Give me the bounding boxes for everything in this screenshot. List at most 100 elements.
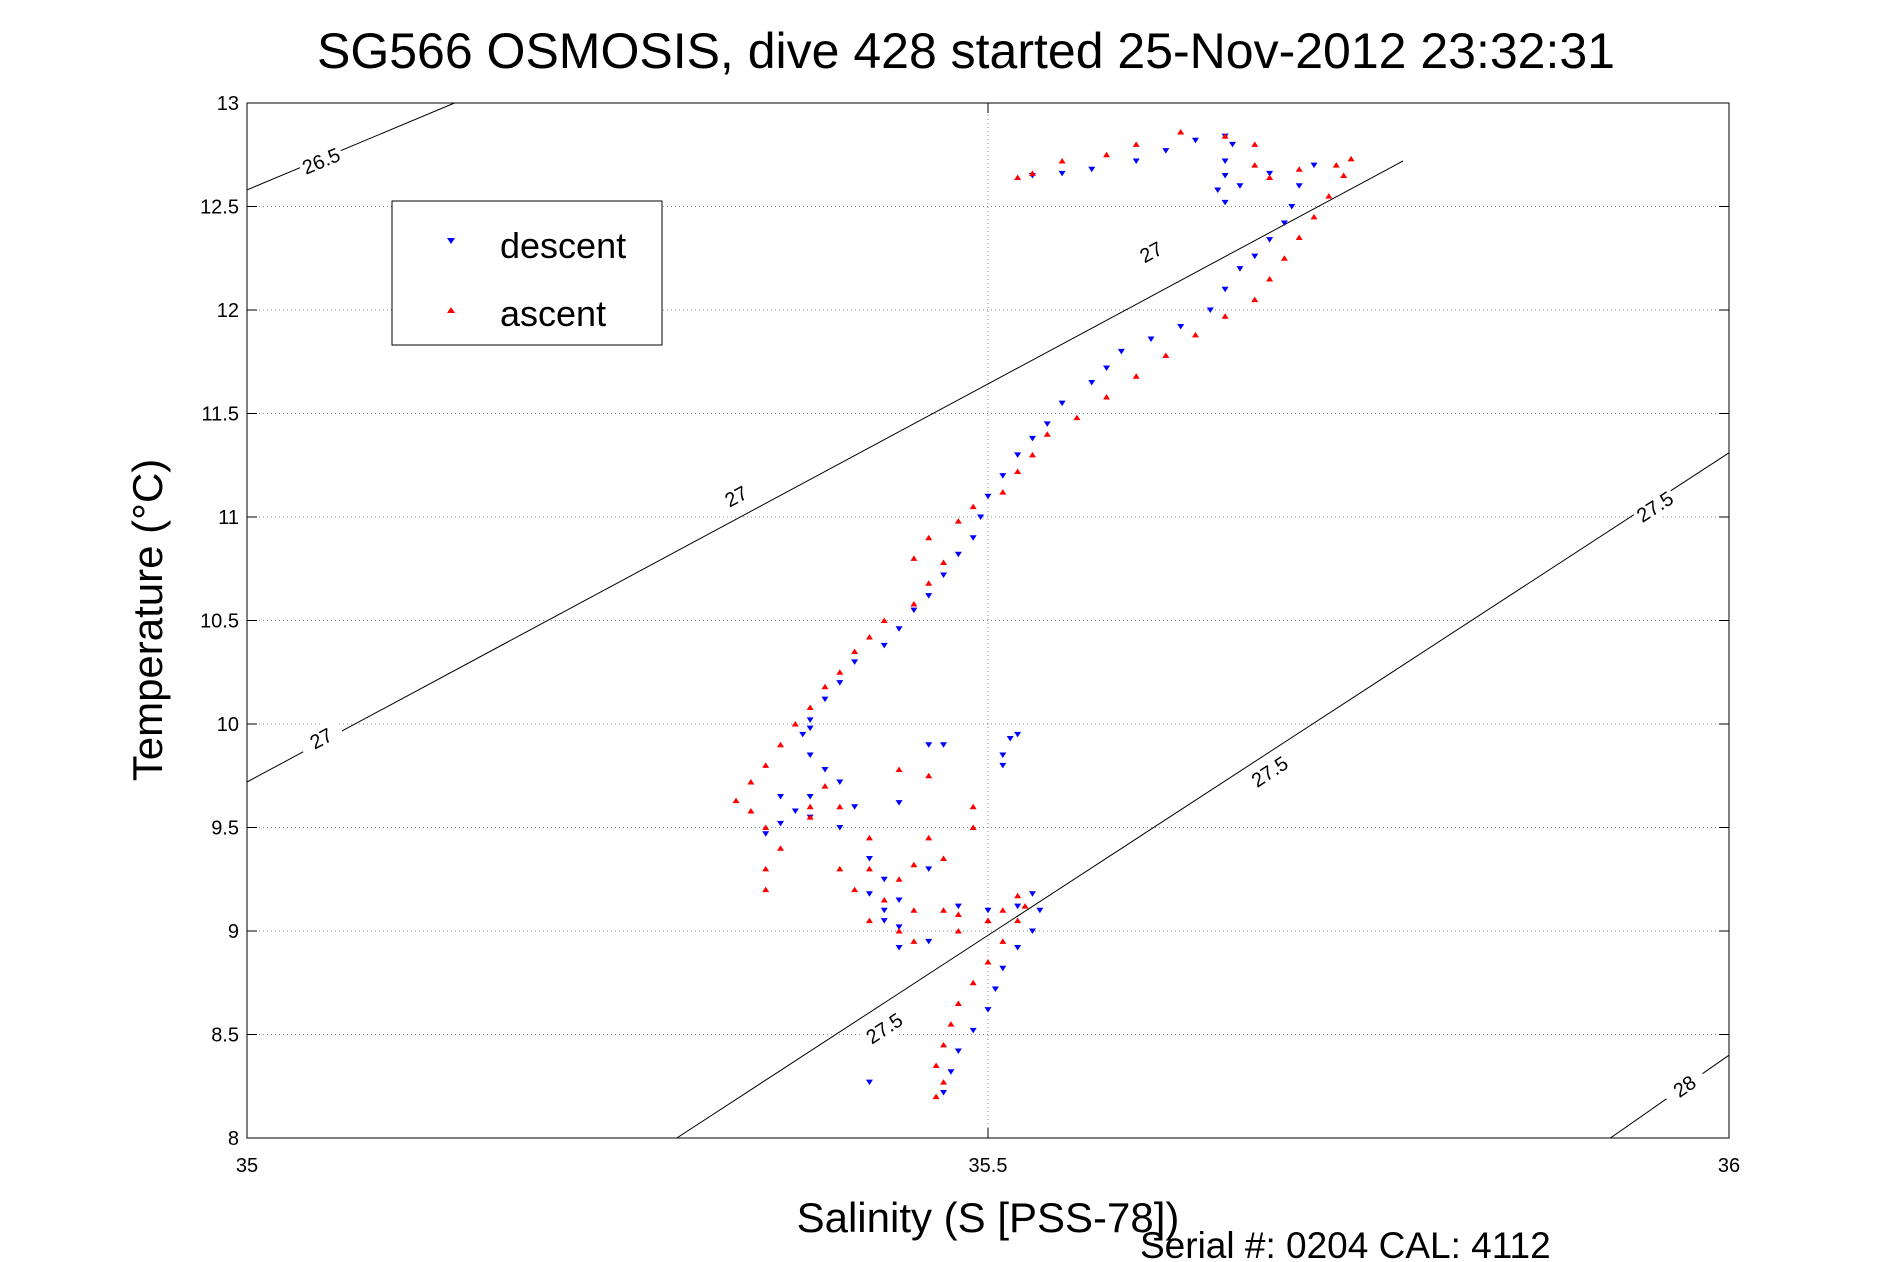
point-descent xyxy=(1266,170,1274,177)
point-descent xyxy=(1043,421,1051,427)
point-ascent xyxy=(940,907,948,913)
point-descent xyxy=(880,907,888,914)
point-ascent xyxy=(1340,172,1348,178)
point-descent xyxy=(880,918,888,924)
point-ascent xyxy=(1295,234,1303,241)
point-ascent xyxy=(954,928,962,934)
point-ascent xyxy=(836,865,844,872)
contour-label-bg xyxy=(859,1006,910,1051)
point-descent xyxy=(925,866,933,872)
point-descent xyxy=(806,717,814,723)
legend: descent ascent xyxy=(391,200,663,346)
point-descent xyxy=(762,831,770,837)
point-descent xyxy=(954,1048,962,1055)
point-descent xyxy=(925,593,933,599)
contour-label-bg xyxy=(296,717,347,760)
point-descent xyxy=(851,659,859,665)
point-ascent xyxy=(947,1021,955,1027)
point-descent xyxy=(1177,324,1185,330)
point-descent xyxy=(1006,735,1014,742)
point-descent xyxy=(895,924,903,930)
point-ascent xyxy=(895,876,903,882)
point-ascent xyxy=(910,907,918,913)
point-ascent xyxy=(1073,414,1081,421)
contour-label-bg xyxy=(1244,749,1295,794)
point-descent xyxy=(1221,172,1229,179)
point-ascent xyxy=(910,600,918,607)
point-descent xyxy=(925,742,933,748)
point-ascent xyxy=(1266,174,1274,181)
point-ascent xyxy=(880,896,888,903)
point-descent xyxy=(940,742,948,748)
point-descent xyxy=(1014,731,1022,738)
point-ascent xyxy=(1014,468,1022,474)
axis-ticks: 8 8.5 9 9.5 10 10.5 11 11.5 12 12.5 13 35 35.5 36 xyxy=(200,93,1740,1177)
point-ascent xyxy=(1266,275,1274,282)
point-descent xyxy=(984,1007,992,1013)
point-ascent xyxy=(762,865,770,872)
point-descent xyxy=(1058,170,1066,177)
point-descent xyxy=(1214,187,1222,193)
point-ascent xyxy=(984,959,992,965)
point-ascent xyxy=(940,855,948,862)
point-descent xyxy=(777,820,785,827)
point-ascent xyxy=(969,979,977,986)
point-descent xyxy=(1028,928,1036,934)
point-ascent xyxy=(1295,166,1303,172)
contour-label-bg xyxy=(1629,484,1680,529)
point-descent xyxy=(1058,400,1066,407)
y-tick-label: 12.5 xyxy=(200,197,239,219)
contour-label-bg xyxy=(1659,1063,1710,1109)
point-descent xyxy=(999,473,1007,479)
point-descent xyxy=(799,731,807,738)
point-descent xyxy=(1251,253,1259,260)
point-ascent xyxy=(1162,352,1170,359)
point-descent xyxy=(1206,307,1214,313)
point-descent xyxy=(925,938,933,945)
point-ascent xyxy=(806,704,814,710)
point-ascent xyxy=(1251,162,1259,168)
point-descent xyxy=(991,986,999,992)
point-descent xyxy=(1310,162,1318,169)
point-descent xyxy=(851,804,859,810)
point-ascent xyxy=(1021,903,1029,909)
point-ascent xyxy=(1028,170,1036,176)
point-ascent xyxy=(940,559,948,566)
point-ascent xyxy=(865,834,873,841)
point-ascent xyxy=(1251,296,1259,303)
point-ascent xyxy=(954,911,962,917)
point-descent xyxy=(940,1089,948,1096)
point-ascent xyxy=(940,1041,948,1048)
point-ascent xyxy=(762,824,770,830)
point-ascent xyxy=(895,766,903,773)
point-ascent xyxy=(932,1093,940,1100)
point-descent xyxy=(1088,166,1096,173)
y-tick-label: 10 xyxy=(217,714,239,736)
legend-descent-label: descent xyxy=(500,225,626,266)
legend-descent-marker xyxy=(447,238,455,244)
point-descent xyxy=(895,626,903,632)
point-ascent xyxy=(1014,917,1022,924)
y-tick-label: 11 xyxy=(218,507,239,529)
point-ascent xyxy=(932,1062,940,1069)
point-descent xyxy=(1236,183,1244,189)
x-tick-label: 35 xyxy=(236,1155,258,1177)
point-descent xyxy=(1280,220,1288,227)
point-descent xyxy=(1288,204,1296,210)
point-descent xyxy=(1028,435,1036,442)
point-descent xyxy=(1028,891,1036,897)
point-descent xyxy=(1229,141,1237,148)
point-ascent xyxy=(925,772,933,779)
point-ascent xyxy=(777,741,785,748)
point-descent xyxy=(1236,266,1244,272)
point-ascent xyxy=(762,762,770,768)
point-ascent xyxy=(1043,431,1051,437)
point-descent xyxy=(865,891,873,897)
point-descent xyxy=(1036,907,1044,914)
point-descent xyxy=(880,642,888,649)
contour-label-bg xyxy=(296,141,347,181)
point-ascent xyxy=(925,834,933,841)
point-ascent xyxy=(1014,174,1022,181)
point-descent xyxy=(999,752,1007,759)
